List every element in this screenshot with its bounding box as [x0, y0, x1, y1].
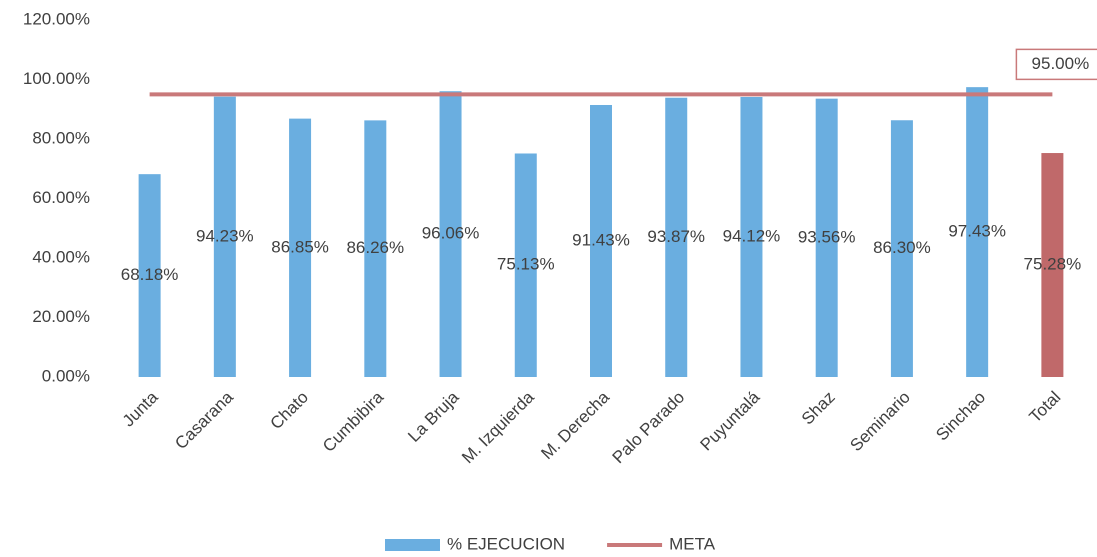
- x-tick-label: Puyuntalá: [697, 387, 764, 454]
- bar: [289, 118, 312, 377]
- data-label: 75.13%: [497, 255, 555, 274]
- data-label: 86.30%: [873, 238, 931, 257]
- annotation-box: [1015, 48, 1097, 81]
- legend-label: META: [669, 534, 716, 553]
- y-tick-label: 0.00%: [42, 366, 90, 385]
- annotation-label: 95.00%: [1032, 54, 1090, 73]
- bar: [213, 96, 236, 378]
- bar: [890, 120, 913, 377]
- data-label: 93.56%: [798, 227, 856, 246]
- x-tick-label: Cumbibira: [319, 387, 388, 456]
- x-tick-label: Total: [1026, 388, 1065, 427]
- data-label: 68.18%: [121, 265, 179, 284]
- y-tick-label: 60.00%: [32, 188, 90, 207]
- x-tick-label: Palo Parado: [609, 388, 689, 468]
- y-tick-label: 80.00%: [32, 128, 90, 147]
- x-tick-label: La Bruja: [404, 387, 463, 446]
- legend-label: % EJECUCION: [447, 534, 565, 553]
- bar: [1041, 153, 1064, 377]
- x-tick-label: M. Izquierda: [458, 387, 538, 467]
- data-label: 97.43%: [948, 222, 1006, 241]
- data-label: 75.28%: [1024, 255, 1082, 274]
- bar: [740, 96, 763, 378]
- bar: [514, 153, 537, 377]
- bar: [364, 120, 387, 378]
- data-label: 91.43%: [572, 230, 630, 249]
- bar: [966, 87, 989, 377]
- bar: [665, 97, 688, 377]
- y-tick-label: 100.00%: [23, 69, 90, 88]
- x-tick-label: Casarana: [171, 387, 237, 453]
- data-label: 94.12%: [723, 226, 781, 245]
- data-label: 96.06%: [422, 224, 480, 243]
- x-tick-label: M. Derecha: [537, 387, 613, 463]
- bar: [439, 91, 462, 377]
- x-tick-label: Seminario: [846, 388, 914, 456]
- x-tick-label: Shaz: [798, 388, 839, 429]
- legend-swatch: [385, 539, 440, 551]
- data-label: 86.26%: [346, 238, 404, 257]
- x-tick-label: Chato: [267, 388, 313, 434]
- x-tick-label: Junta: [119, 387, 162, 430]
- y-tick-label: 120.00%: [23, 9, 90, 28]
- x-tick-label: Sinchao: [932, 388, 989, 445]
- data-label: 93.87%: [647, 227, 705, 246]
- data-label: 94.23%: [196, 226, 254, 245]
- y-tick-label: 20.00%: [32, 307, 90, 326]
- bar: [590, 104, 612, 377]
- y-tick-label: 40.00%: [32, 247, 90, 266]
- bar: [815, 98, 838, 377]
- bar: [138, 174, 161, 377]
- data-label: 86.85%: [271, 237, 329, 256]
